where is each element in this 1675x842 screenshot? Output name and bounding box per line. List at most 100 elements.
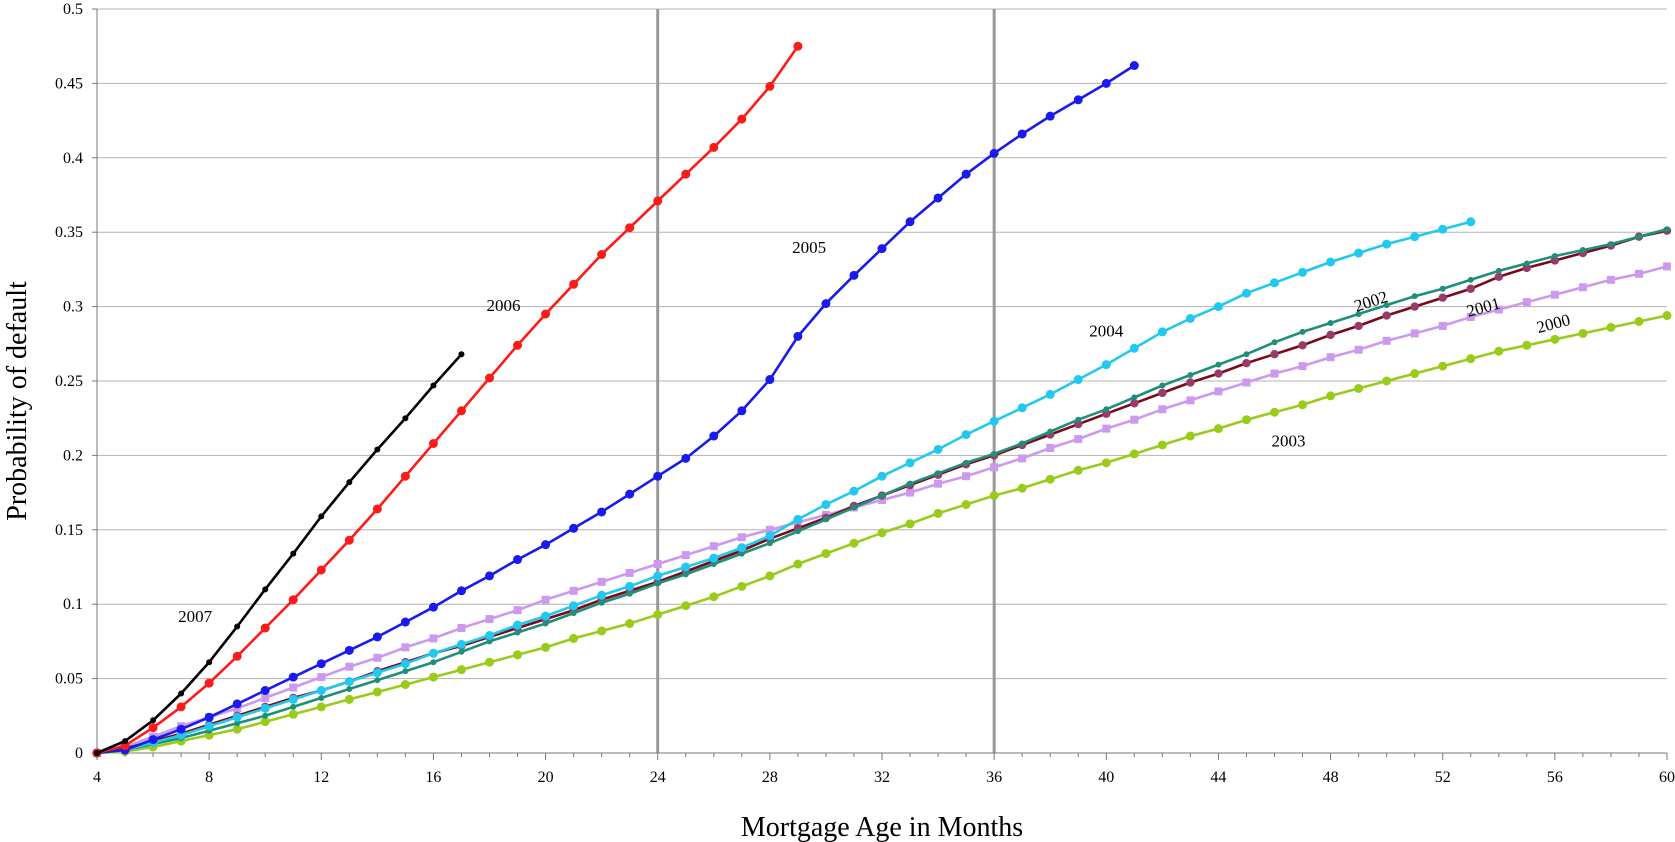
point-2004-13 [344,677,354,687]
point-2000-40 [1102,424,1111,433]
point-2004-28 [765,531,775,541]
point-2001-48 [1326,330,1335,340]
point-2004-43 [1185,314,1195,324]
point-2005-41 [1129,61,1139,71]
point-2001-47 [1298,341,1307,350]
point-2003-43 [1185,431,1195,441]
point-2002-53 [1467,276,1474,283]
x-tick-label-9: 40 [1098,769,1114,786]
point-2007-4 [94,750,100,756]
point-2005-11 [288,672,298,682]
x-tick-label-5: 24 [650,769,666,786]
point-2003-51 [1410,369,1420,379]
series-2006 [92,41,803,758]
point-2001-44 [1214,369,1223,378]
point-2003-39 [1073,465,1083,475]
point-2005-21 [569,523,579,533]
point-2006-21 [569,279,579,289]
point-2005-20 [541,540,551,550]
point-2003-38 [1045,474,1055,484]
horizontal-gridlines [97,8,1667,754]
point-2002-46 [1271,339,1278,346]
point-2003-50 [1382,376,1392,386]
point-2002-56 [1551,253,1558,260]
point-2004-53 [1466,217,1476,227]
point-2006-6 [148,723,158,733]
point-2006-9 [232,651,242,661]
point-2004-24 [653,571,663,581]
point-2004-47 [1298,267,1308,277]
x-tick-label-11: 48 [1323,769,1339,786]
series-2007 [94,351,465,756]
point-2000-26 [709,542,718,551]
x-tick-label-13: 56 [1547,769,1563,786]
point-2005-17 [456,586,466,596]
x-tick-label-14: 60 [1659,769,1675,786]
point-2002-27 [738,550,745,557]
x-tick-label-2: 12 [313,769,329,786]
point-2006-12 [316,565,326,575]
point-2006-7 [176,702,186,712]
point-2004-16 [428,648,438,658]
point-2001-52 [1438,293,1447,302]
point-2006-22 [597,250,607,260]
point-2004-15 [400,659,410,669]
point-2007-11 [290,550,297,557]
vertical-reference-lines [656,9,996,753]
point-2003-29 [793,559,803,569]
y-tick-label-8: 0.4 [63,150,83,167]
point-2003-26 [709,592,719,602]
point-2005-7 [176,724,186,734]
point-2000-27 [737,533,746,542]
point-2003-46 [1270,407,1279,417]
y-tick-label-4: 0.2 [63,447,83,464]
point-2004-36 [989,416,999,426]
point-2002-52 [1439,285,1446,292]
point-2000-49 [1354,345,1363,354]
point-2000-18 [485,615,494,624]
point-2002-13 [346,686,353,693]
point-2003-19 [513,650,523,660]
point-2004-46 [1270,278,1279,288]
point-2005-22 [597,507,607,517]
point-2004-26 [709,553,719,563]
point-2002-41 [1131,394,1138,401]
point-2004-38 [1045,389,1055,399]
point-2005-9 [232,699,242,709]
point-2000-33 [906,488,915,497]
point-2006-28 [765,81,775,91]
point-2000-32 [878,496,886,505]
point-2006-26 [709,142,719,152]
point-2002-48 [1327,319,1334,326]
point-2003-53 [1466,354,1476,364]
point-2005-14 [372,632,382,642]
point-2002-21 [570,610,577,617]
point-2003-58 [1606,322,1616,332]
point-2000-16 [429,634,438,643]
series-2000 [93,262,1671,757]
point-2003-47 [1298,400,1308,410]
point-2002-9 [234,720,241,727]
point-2001-55 [1522,263,1532,273]
point-2000-46 [1270,369,1279,378]
point-2001-43 [1186,378,1195,387]
point-2003-49 [1354,383,1364,393]
point-2004-25 [681,562,691,572]
point-2004-51 [1410,232,1420,242]
point-2005-35 [961,169,971,179]
point-2000-19 [513,606,522,615]
point-2003-16 [428,672,438,682]
point-2000-53 [1466,313,1475,322]
point-2002-40 [1103,406,1110,413]
point-2002-58 [1607,241,1614,248]
point-2000-12 [317,673,326,682]
point-2000-37 [1018,454,1027,463]
point-2002-20 [542,620,549,627]
series-2002 [94,226,1670,756]
point-2003-56 [1550,334,1560,344]
point-2000-38 [1046,443,1055,452]
point-2004-52 [1438,224,1448,234]
axes [92,8,1668,760]
point-2005-28 [765,375,775,385]
x-tick-label-4: 20 [538,769,554,786]
